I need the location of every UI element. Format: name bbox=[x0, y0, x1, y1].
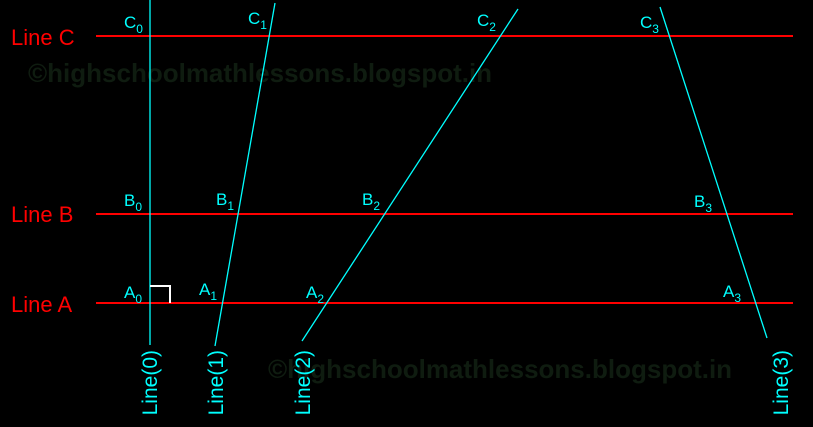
transversal-2 bbox=[301, 8, 519, 342]
point-labels: C0 B0 A0 C1 B1 A1 C2 B2 A2 C3 B3 A3 bbox=[124, 9, 741, 306]
point-label-a2: A2 bbox=[306, 283, 324, 306]
point-label-b3: B3 bbox=[694, 192, 712, 215]
line-a-label: Line A bbox=[11, 292, 72, 317]
point-label-b1: B1 bbox=[216, 190, 234, 213]
line-b-label: Line B bbox=[11, 202, 73, 227]
transversal-1-label: Line(1) bbox=[205, 350, 228, 415]
point-label-c0: C0 bbox=[124, 13, 143, 36]
point-label-a0: A0 bbox=[124, 283, 142, 306]
point-label-c2: C2 bbox=[477, 11, 496, 34]
point-label-a1: A1 bbox=[199, 280, 217, 303]
watermark-bottom: ©highschoolmathlessons.blogspot.in bbox=[268, 354, 732, 384]
transversal-3-label: Line(3) bbox=[770, 350, 793, 415]
point-label-b2: B2 bbox=[362, 190, 380, 213]
point-label-b0: B0 bbox=[124, 191, 142, 214]
point-label-c1: C1 bbox=[248, 9, 267, 32]
watermark-top: ©highschoolmathlessons.blogspot.in bbox=[28, 58, 492, 88]
right-angle-mark bbox=[150, 285, 171, 303]
transversal-1 bbox=[214, 2, 276, 347]
point-label-c3: C3 bbox=[640, 13, 659, 36]
transversal-2-label: Line(2) bbox=[292, 350, 315, 415]
point-label-a3: A3 bbox=[723, 282, 741, 305]
line-c-label: Line C bbox=[11, 25, 75, 50]
transversal-0-label: Line(0) bbox=[139, 350, 162, 415]
transversal-3 bbox=[659, 6, 768, 339]
